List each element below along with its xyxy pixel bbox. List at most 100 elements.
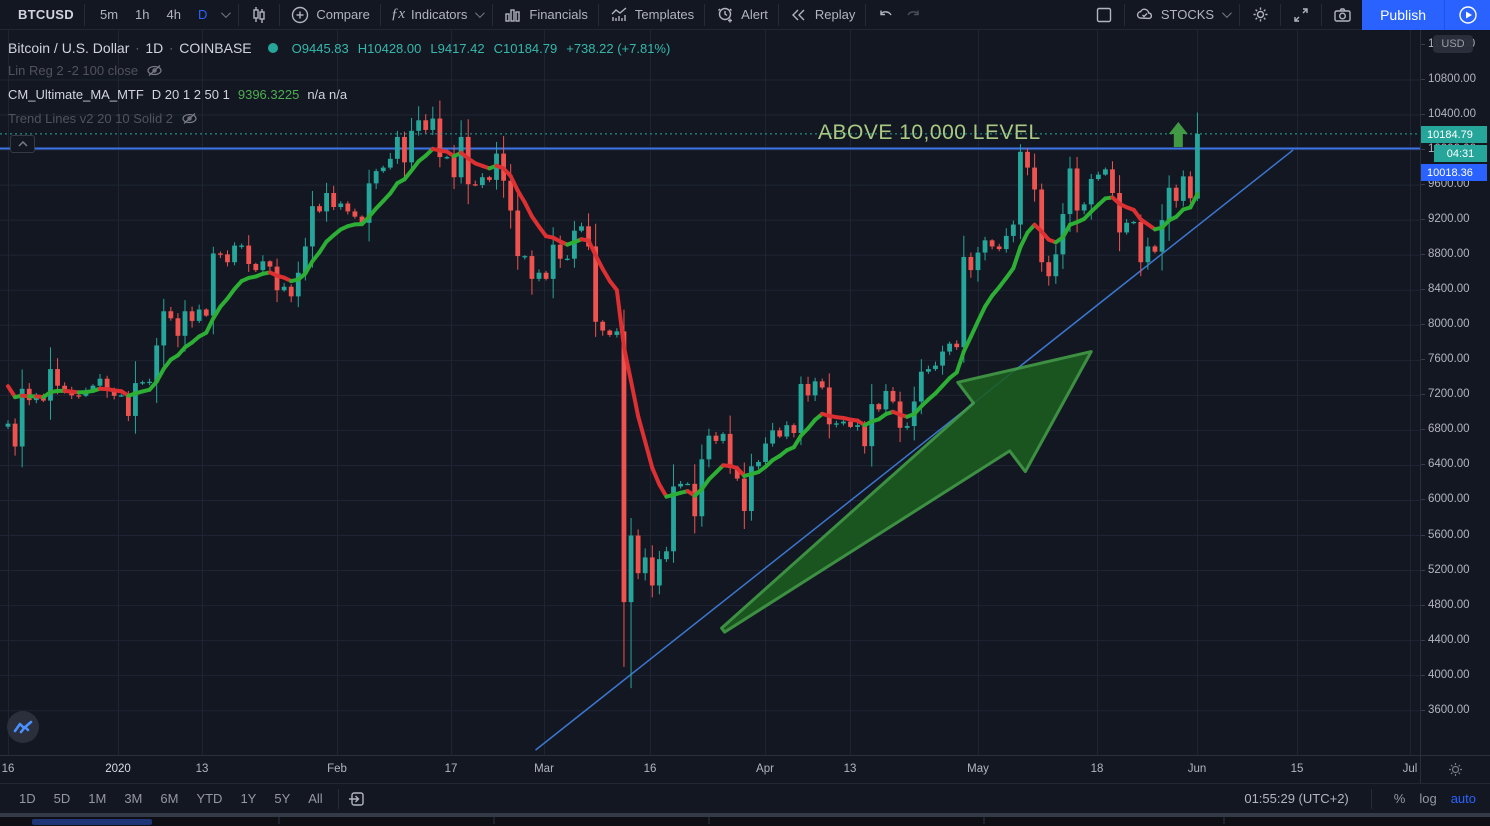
indicators-button[interactable]: ƒx Indicators xyxy=(381,0,493,29)
symbol-button[interactable]: BTCUSD xyxy=(18,7,74,22)
price-axis-label: 9200.00 xyxy=(1421,213,1470,227)
taskbar-highlight xyxy=(32,819,152,825)
go-to-date-icon[interactable] xyxy=(347,789,367,809)
legend-interval[interactable]: 1D xyxy=(145,40,164,56)
range-button-1d[interactable]: 1D xyxy=(19,791,36,806)
publish-button[interactable]: Publish xyxy=(1362,0,1444,30)
price-axis-label: 9600.00 xyxy=(1421,178,1470,192)
horizontal-scrollbar[interactable] xyxy=(0,813,1490,817)
layout-icon[interactable] xyxy=(1094,5,1114,25)
fullscreen-icon[interactable] xyxy=(1291,5,1311,25)
log-scale-button[interactable]: log xyxy=(1419,791,1437,806)
price-axis-label: 6000.00 xyxy=(1421,493,1470,507)
candle-style-icon[interactable] xyxy=(249,5,269,25)
interval-4h[interactable]: 4h xyxy=(166,7,181,22)
symbol-title[interactable]: Bitcoin / U.S. Dollar xyxy=(8,40,130,56)
time-axis-label: May xyxy=(967,763,989,775)
fx-icon: ƒx xyxy=(390,6,405,22)
price-axis-label: 4400.00 xyxy=(1421,634,1470,648)
percent-scale-button[interactable]: % xyxy=(1393,791,1406,806)
range-button-5d[interactable]: 5D xyxy=(53,791,71,806)
range-button-ytd[interactable]: YTD xyxy=(196,791,223,806)
price-axis-label: 7200.00 xyxy=(1421,388,1470,402)
indicator-trendlines[interactable]: Trend Lines v2 20 10 Solid 2 xyxy=(8,110,174,126)
bottom-strip xyxy=(0,813,1490,826)
last-price-badge: 10184.79 xyxy=(1421,126,1487,143)
time-axis-label: Feb xyxy=(327,763,347,775)
chart-canvas[interactable] xyxy=(0,0,1420,783)
bottom-toolbar: 1D 5D 1M 3M 6M YTD 1Y 5Y All 01:55:29 (UTC+2) % … xyxy=(0,783,1490,813)
indicator-cm-ultimate[interactable]: CM_Ultimate_MA_MTF xyxy=(8,86,144,102)
publish-play-button[interactable] xyxy=(1444,0,1490,30)
indicator-linreg[interactable]: Lin Reg 2 -2 100 close xyxy=(8,62,139,78)
legend: Bitcoin / U.S. Dollar · 1D · COINBASE O9… xyxy=(8,40,671,126)
eye-slash-icon[interactable] xyxy=(146,64,163,77)
time-axis-label: 13 xyxy=(843,763,857,775)
clock-timezone-button[interactable]: 01:55:29 (UTC+2) xyxy=(1244,791,1349,806)
chart-text-annotation[interactable]: ABOVE 10,000 LEVEL xyxy=(818,121,1041,144)
settings-gear-icon[interactable] xyxy=(1250,5,1270,25)
indicator-cm-value: 9396.3225 xyxy=(237,86,300,102)
price-axis-label: 10800.00 xyxy=(1421,73,1476,87)
big-up-arrow-drawing[interactable] xyxy=(720,350,1093,634)
interval-1h[interactable]: 1h xyxy=(135,7,150,22)
legend-exchange[interactable]: COINBASE xyxy=(179,40,252,56)
ohlc-change: +738.22 (+7.81%) xyxy=(566,40,671,56)
auto-scale-button[interactable]: auto xyxy=(1450,791,1476,806)
hline-price-badge: 10018.36 xyxy=(1421,164,1487,181)
alert-clock-icon xyxy=(715,5,735,25)
tradingview-logo[interactable] xyxy=(7,711,39,743)
range-button-6m[interactable]: 6M xyxy=(160,791,179,806)
price-axis-label: 6800.00 xyxy=(1421,423,1470,437)
top-toolbar: BTCUSD 5m 1h 4h D Compare ƒx Indicators xyxy=(0,0,1490,30)
brightness-sun-icon xyxy=(1449,763,1462,776)
mountain-chart-icon xyxy=(13,720,33,734)
undo-icon[interactable] xyxy=(876,5,896,25)
range-button-1m[interactable]: 1M xyxy=(88,791,107,806)
replay-button[interactable]: Replay xyxy=(779,0,865,29)
price-axis-label: 8800.00 xyxy=(1421,248,1470,262)
price-axis-label: 10400.00 xyxy=(1421,108,1476,122)
interval-5m[interactable]: 5m xyxy=(99,7,119,22)
financials-button[interactable]: Financials xyxy=(493,0,598,29)
time-axis-label: Jul xyxy=(1402,763,1418,775)
time-axis-label: 2020 xyxy=(105,763,131,775)
range-button-5y[interactable]: 5Y xyxy=(274,791,291,806)
redo-icon[interactable] xyxy=(903,5,923,25)
templates-icon xyxy=(609,5,629,25)
price-axis-label: 3600.00 xyxy=(1421,704,1470,718)
market-status-dot[interactable] xyxy=(267,43,278,53)
price-axis-label: 4000.00 xyxy=(1421,669,1470,683)
price-axis[interactable]: 11200.0010800.0010400.0010000.009600.009… xyxy=(1420,30,1490,755)
range-button-1y[interactable]: 1Y xyxy=(240,791,257,806)
time-axis-label: 15 xyxy=(1290,763,1304,775)
range-button-3m[interactable]: 3M xyxy=(124,791,143,806)
up-arrow-marker xyxy=(1168,122,1188,147)
time-axis-label: Mar xyxy=(534,763,554,775)
indicator-cm-params: D 20 1 2 50 1 xyxy=(151,86,230,102)
ohlc-low: L9417.42 xyxy=(430,40,485,56)
axis-corner[interactable] xyxy=(1420,755,1490,783)
price-axis-label: 7600.00 xyxy=(1421,353,1470,367)
price-axis-label: 5200.00 xyxy=(1421,564,1470,578)
time-axis-label: Apr xyxy=(756,763,774,775)
legend-collapse-button[interactable] xyxy=(10,135,35,153)
interval-1d[interactable]: D xyxy=(197,7,208,22)
compare-button[interactable]: Compare xyxy=(280,0,379,29)
time-axis-label: Jun xyxy=(1187,763,1207,775)
currency-toggle[interactable]: USD xyxy=(1433,35,1473,53)
stocks-chevron-down-icon xyxy=(1222,8,1232,19)
interval-chevron-down-icon[interactable] xyxy=(221,8,232,19)
cloud-check-icon xyxy=(1135,5,1155,25)
chevron-up-icon xyxy=(17,141,28,147)
alert-button[interactable]: Alert xyxy=(705,0,778,29)
time-axis[interactable]: 16 2020 13 Feb 17 Mar 16 Apr 13 May 18 Jun 15 Jul xyxy=(0,755,1420,783)
range-button-all[interactable]: All xyxy=(308,791,323,806)
ohlc-open: O9445.83 xyxy=(291,40,349,56)
snapshot-camera-icon[interactable] xyxy=(1332,5,1352,25)
ohlc-close: C10184.79 xyxy=(493,40,558,56)
eye-slash-icon[interactable] xyxy=(181,112,198,125)
templates-button[interactable]: Templates xyxy=(599,0,704,29)
cloud-layout-button[interactable]: STOCKS xyxy=(1125,0,1239,29)
